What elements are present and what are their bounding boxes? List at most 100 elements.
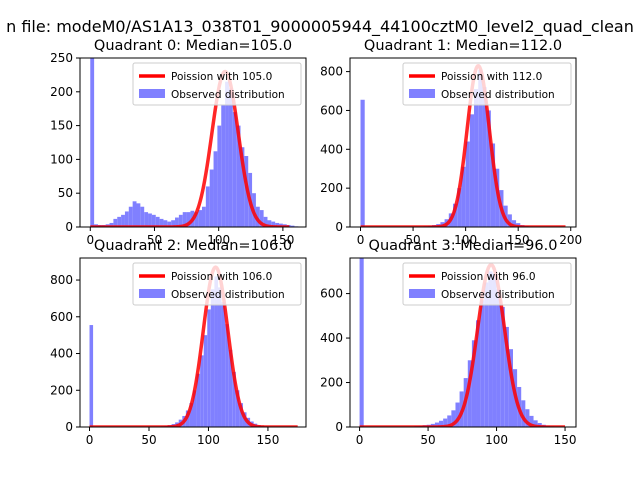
hist-bar-33 xyxy=(217,125,222,227)
x-tick-label: 150 xyxy=(554,433,577,447)
hist-bar-15 xyxy=(471,340,477,427)
poisson-curve xyxy=(359,64,567,227)
hist-bar-9 xyxy=(447,415,452,427)
hist-bar-31 xyxy=(209,169,214,227)
legend-entry-poisson: Poission with 112.0 xyxy=(441,71,542,83)
hist-bar-24 xyxy=(508,349,513,427)
x-tick-label: 150 xyxy=(271,233,294,247)
hist-bar-31 xyxy=(537,422,542,427)
y-tick-label: 200 xyxy=(320,376,343,390)
y-tick-label: 50 xyxy=(58,186,73,200)
x-tick-label: 150 xyxy=(256,433,279,447)
hist-bar-17 xyxy=(480,300,485,427)
legend-frame xyxy=(132,62,302,106)
legend-bar-swatch xyxy=(409,289,435,298)
panel-quadrant-3: 0 50 100 150 0 200 400 600 Poission with 96.0 Obs… xyxy=(320,238,577,447)
legend-frame xyxy=(402,262,572,306)
hist-bar-6 xyxy=(113,218,118,227)
x-tick-label: 150 xyxy=(507,233,530,247)
legend-entry-observed: Observed distribution xyxy=(441,89,555,101)
legend-bar-swatch xyxy=(139,289,165,298)
hist-bar-20 xyxy=(167,221,172,227)
hist-bar-23 xyxy=(504,326,509,427)
y-tick-label: 150 xyxy=(50,119,73,133)
y-tick-label: 600 xyxy=(320,287,343,301)
hist-bar-11 xyxy=(196,373,201,427)
hist-bar-19 xyxy=(488,271,493,427)
legend-entry-poisson: Poission with 105.0 xyxy=(171,71,272,83)
histogram-bars xyxy=(89,276,268,427)
hist-bar-45 xyxy=(263,216,268,227)
x-tick-label: 100 xyxy=(197,433,220,447)
y-tick-label: 0 xyxy=(65,220,73,234)
legend-entry-observed: Observed distribution xyxy=(441,289,555,301)
hist-bar-23 xyxy=(239,403,243,427)
panel-title: Quadrant 1: Median=112.0 xyxy=(364,38,562,54)
panel-title: Quadrant 0: Median=105.0 xyxy=(94,38,292,54)
hist-bar-0 xyxy=(360,99,365,227)
hist-bar-29 xyxy=(201,206,206,227)
y-tick-label: 800 xyxy=(320,65,343,79)
hist-bar-16 xyxy=(476,320,481,427)
hist-bar-0 xyxy=(89,325,94,427)
hist-bar-14 xyxy=(144,212,149,227)
legend-frame xyxy=(402,62,572,106)
hist-bar-18 xyxy=(159,218,164,227)
figure-suptitle: n file: modeM0/AS1A13_038T01_9000005944_… xyxy=(6,17,634,37)
hist-bar-10 xyxy=(451,410,456,427)
hist-bar-19 xyxy=(225,324,229,427)
legend-frame xyxy=(132,262,302,306)
hist-bar-21 xyxy=(507,214,512,227)
hist-bar-44 xyxy=(259,210,264,227)
x-tick-label: 50 xyxy=(141,433,156,447)
y-tick-label: 200 xyxy=(50,85,73,99)
hist-bar-14 xyxy=(467,360,472,427)
hist-bar-11 xyxy=(455,402,460,427)
hist-bar-20 xyxy=(492,273,497,427)
legend: Poission with 105.0 Observed distribution xyxy=(132,62,302,106)
hist-bar-36 xyxy=(228,88,233,227)
hist-bar-11 xyxy=(132,201,137,227)
hist-bar-7 xyxy=(439,420,444,427)
legend: Poission with 112.0 Observed distribution xyxy=(402,62,572,106)
hist-bar-27 xyxy=(194,212,199,227)
hist-bar-8 xyxy=(121,214,125,227)
hist-bar-48 xyxy=(275,222,280,227)
legend-bar-swatch xyxy=(409,89,435,98)
y-tick-label: 0 xyxy=(65,420,73,434)
hist-bar-15 xyxy=(148,213,152,227)
hist-bar-27 xyxy=(521,400,526,427)
x-tick-label: 50 xyxy=(147,233,162,247)
hist-bar-19 xyxy=(163,220,168,227)
axes-frame xyxy=(79,257,307,428)
hist-bar-8 xyxy=(443,418,448,427)
x-tick-label: 50 xyxy=(405,233,420,247)
hist-bar-24 xyxy=(182,212,187,227)
hist-bar-18 xyxy=(484,282,489,427)
hist-bar-23 xyxy=(178,214,183,227)
hist-bar-20 xyxy=(228,349,233,427)
hist-bar-7 xyxy=(117,216,122,227)
legend-bar-swatch xyxy=(139,89,165,98)
hist-bar-35 xyxy=(225,81,229,227)
hist-bar-34 xyxy=(221,105,226,227)
hist-bar-0 xyxy=(90,58,95,227)
legend: Poission with 96.0 Observed distribution xyxy=(402,262,572,306)
hist-bar-11 xyxy=(465,141,470,227)
x-tick-label: 100 xyxy=(485,433,508,447)
hist-bar-22 xyxy=(511,220,517,227)
y-tick-label: 250 xyxy=(50,51,73,65)
y-tick-label: 400 xyxy=(50,347,73,361)
hist-bar-21 xyxy=(496,289,501,427)
y-tick-label: 200 xyxy=(320,181,343,195)
hist-bar-10 xyxy=(193,390,197,427)
axes-frame xyxy=(79,57,307,228)
hist-bar-9 xyxy=(124,211,129,227)
legend-entry-poisson: Poission with 106.0 xyxy=(171,271,272,283)
x-tick-label: 100 xyxy=(454,233,477,247)
hist-bar-38 xyxy=(236,125,241,227)
hist-bar-15 xyxy=(482,87,487,227)
hist-bar-37 xyxy=(232,112,237,227)
y-tick-label: 200 xyxy=(50,383,73,397)
